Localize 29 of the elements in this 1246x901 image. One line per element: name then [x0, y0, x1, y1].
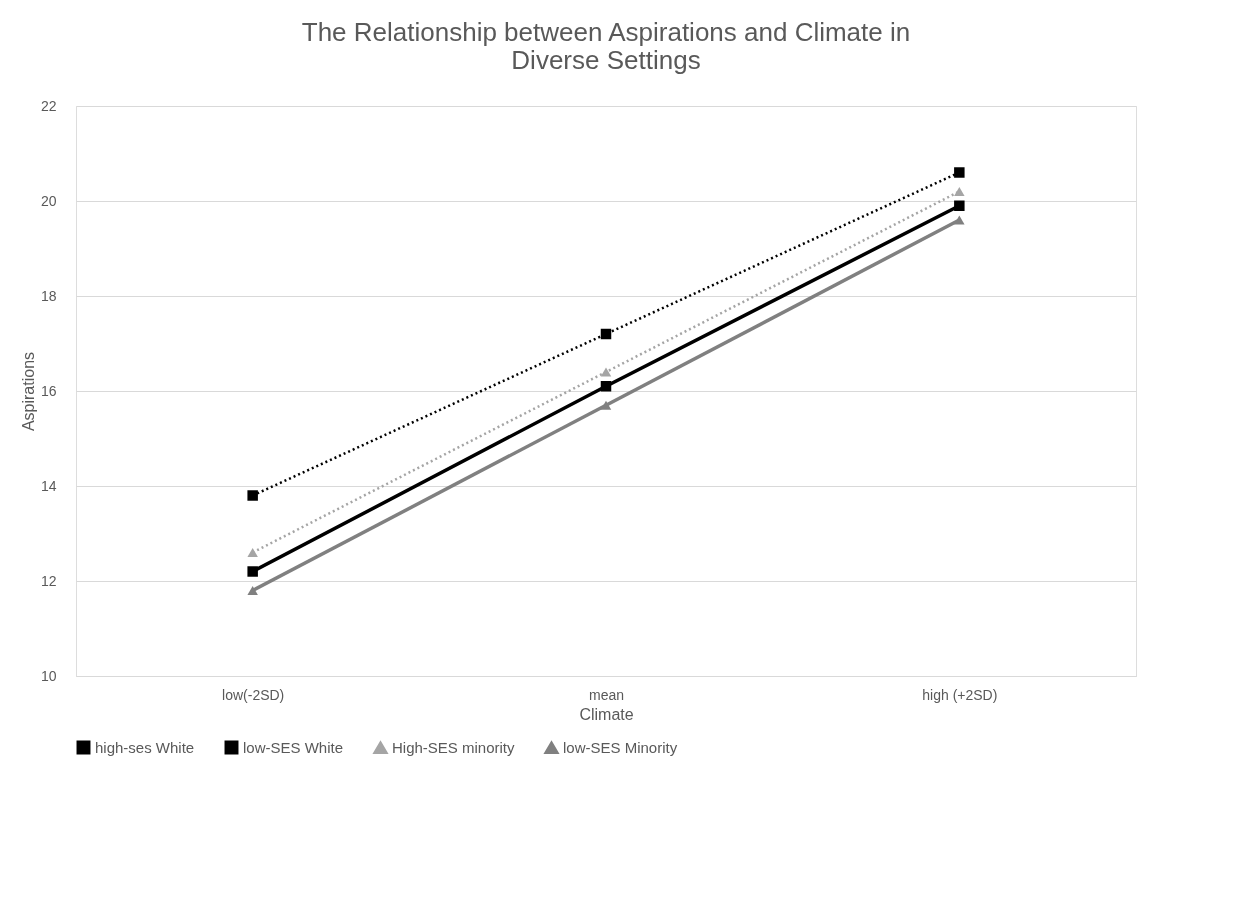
point: [247, 585, 258, 596]
point: [954, 167, 965, 178]
legend-label: High-SES minority: [392, 738, 516, 756]
point: [247, 490, 258, 501]
point: [954, 200, 965, 211]
y-tick-label: 16: [40, 382, 57, 399]
y-tick-label: 12: [40, 572, 57, 589]
legend-label: low-SES White: [243, 738, 344, 756]
y-tick-label: 22: [40, 97, 57, 114]
y-tick-label: 14: [40, 477, 57, 494]
y-axis-title: Aspirations: [19, 351, 37, 432]
y-tick-label: 18: [40, 287, 57, 304]
point: [600, 400, 612, 410]
x-axis-title: Climate: [579, 705, 634, 723]
chart-title: The Relationship between Aspirations and Climate in Diverse Settings: [301, 17, 911, 75]
point: [247, 566, 258, 577]
point: [954, 186, 965, 197]
x-tick-label: low(-2SD): [222, 686, 285, 703]
point: [954, 215, 965, 225]
legend-label: high-ses White: [95, 738, 195, 756]
point: [600, 328, 612, 340]
y-tick-label: 10: [40, 667, 57, 684]
x-tick-label: high (+2SD): [922, 686, 998, 703]
y-tick-label: 20: [40, 192, 57, 209]
point: [600, 367, 612, 377]
point: [600, 381, 612, 392]
legend-label: low-SES Minority: [563, 738, 678, 756]
point: [247, 547, 258, 558]
x-tick-label: mean: [588, 686, 625, 703]
